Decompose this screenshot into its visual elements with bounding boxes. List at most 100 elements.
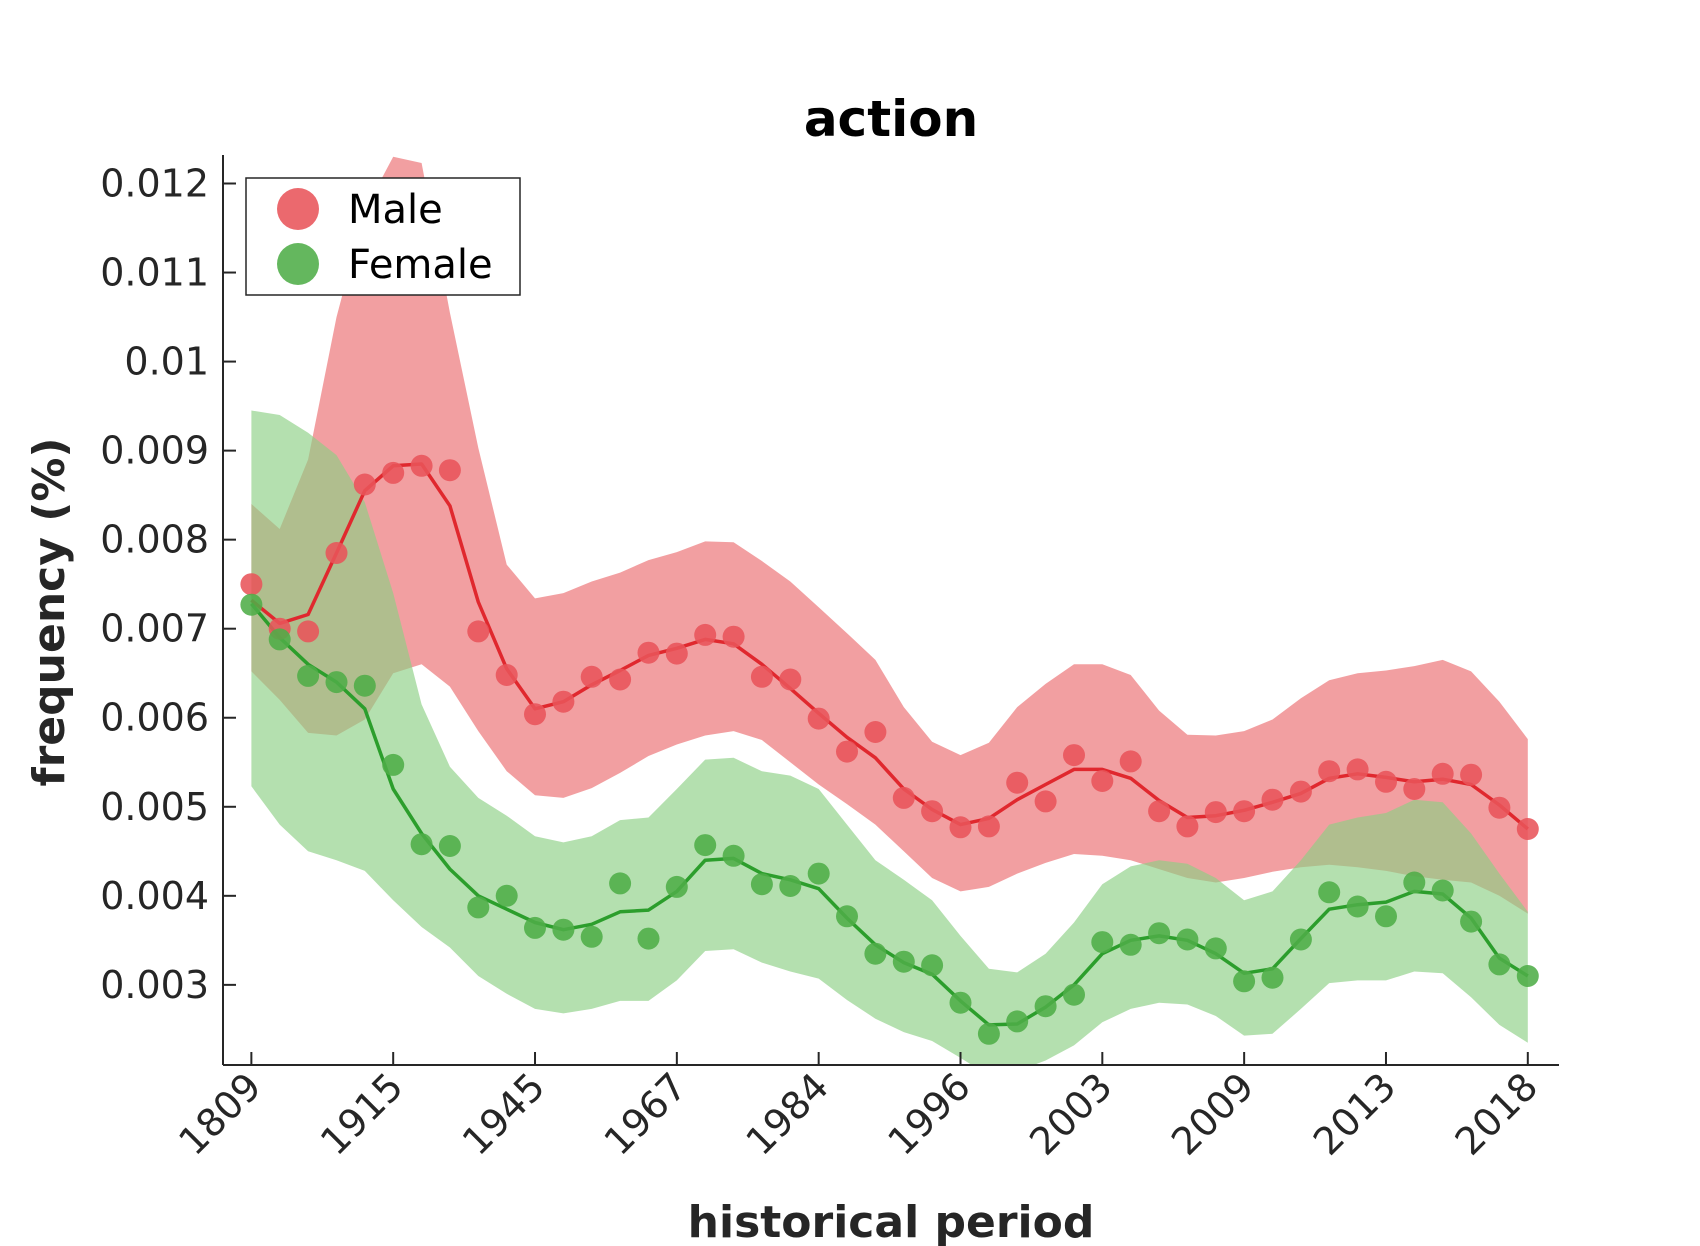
female-legend-marker (277, 243, 319, 285)
male-data-point (325, 542, 348, 564)
female-data-point (807, 862, 830, 885)
y-tick-label: 0.009 (100, 429, 209, 473)
male-data-point (807, 707, 830, 730)
male-confidence-band (251, 156, 1528, 914)
x-tick-label: 1809 (170, 1064, 270, 1164)
female-data-point (552, 918, 575, 941)
female-data-point (438, 835, 461, 857)
female-data-point (694, 834, 717, 857)
male-data-point (1460, 763, 1483, 786)
male-data-point (438, 459, 461, 482)
y-tick-label: 0.007 (100, 607, 209, 651)
x-axis-label: historical period (688, 1197, 1095, 1246)
female-data-point (1403, 871, 1426, 894)
female-data-point (1034, 995, 1057, 1018)
male-data-point (410, 454, 433, 477)
male-data-point (524, 703, 546, 726)
female-data-point (1148, 922, 1171, 945)
male-data-point (722, 625, 745, 648)
y-tick-label: 0.012 (100, 161, 209, 205)
female-data-point (495, 884, 518, 907)
y-axis-label: frequency (%) (24, 437, 75, 786)
male-data-point (1488, 796, 1511, 819)
male-data-point (836, 740, 858, 763)
male-data-point (1516, 818, 1539, 840)
x-tick-label: 2013 (1305, 1064, 1405, 1164)
female-data-point (467, 896, 490, 919)
confidence-bands (251, 156, 1528, 1065)
male-data-point (467, 620, 490, 643)
male-data-point (1318, 760, 1341, 783)
male-data-point (665, 642, 688, 665)
male-data-point (637, 641, 660, 664)
male-data-point (580, 665, 603, 688)
female-data-point (1346, 895, 1369, 918)
female-data-point (1318, 881, 1341, 904)
x-tick-label: 1915 (312, 1064, 412, 1164)
female-data-point (268, 628, 291, 651)
male-data-point (977, 815, 1000, 838)
female-data-point (1261, 966, 1284, 989)
female-data-point (836, 905, 858, 928)
x-tick-label: 1945 (454, 1064, 554, 1164)
female-data-point (864, 942, 887, 965)
male-data-point (1346, 758, 1369, 781)
female-data-point (1516, 965, 1539, 987)
female-data-point (297, 664, 320, 687)
female-data-point (524, 916, 546, 939)
female-data-point (977, 1022, 1000, 1045)
male-data-point (694, 623, 717, 646)
female-data-point (722, 844, 745, 867)
female-confidence-band (251, 410, 1528, 1065)
male-data-point (495, 664, 518, 686)
x-tick-label: 2018 (1447, 1064, 1547, 1164)
y-tick-label: 0.01 (124, 340, 209, 384)
male-data-point (1403, 778, 1426, 800)
female-data-point (949, 991, 972, 1014)
female-data-point (410, 833, 433, 856)
female-data-point (325, 671, 348, 694)
female-data-point (1233, 970, 1256, 993)
male-data-point (609, 668, 632, 691)
male-data-point (1289, 780, 1312, 803)
female-data-point (1204, 937, 1227, 960)
female-data-point (609, 872, 632, 895)
female-data-point (1006, 1010, 1029, 1033)
male-data-point (921, 800, 944, 823)
x-tick-label: 2003 (1021, 1064, 1121, 1164)
female-data-point (892, 950, 915, 973)
male-legend-label: Male (348, 187, 443, 233)
female-data-point (1488, 953, 1511, 976)
male-data-point (1233, 800, 1256, 823)
female-data-point (1063, 983, 1085, 1006)
male-data-point (750, 665, 773, 688)
female-data-point (1375, 905, 1397, 928)
female-data-point (1431, 879, 1454, 902)
x-tick-label: 2009 (1163, 1064, 1263, 1164)
female-data-point (1119, 933, 1142, 956)
female-data-point (637, 927, 660, 950)
female-legend-label: Female (348, 242, 493, 288)
male-data-point (1204, 801, 1227, 824)
male-legend-marker (277, 188, 319, 230)
male-data-point (949, 816, 972, 839)
data-markers (240, 454, 1539, 1045)
female-data-point (1176, 928, 1199, 951)
y-tick-label: 0.006 (100, 696, 209, 740)
male-data-point (1034, 790, 1057, 813)
male-data-point (552, 690, 575, 713)
x-tick-label: 1996 (879, 1064, 979, 1164)
x-tick-label: 1984 (738, 1064, 838, 1164)
female-data-point (1460, 910, 1483, 933)
male-data-point (1063, 744, 1085, 767)
y-tick-label: 0.004 (100, 874, 209, 918)
male-data-point (297, 620, 320, 643)
female-data-point (779, 875, 802, 897)
female-data-point (665, 875, 688, 898)
y-tick-label: 0.003 (100, 963, 209, 1007)
male-trend-line (250, 462, 1529, 831)
male-data-point (1176, 815, 1199, 838)
female-data-point (353, 674, 376, 697)
male-data-point (779, 668, 802, 691)
